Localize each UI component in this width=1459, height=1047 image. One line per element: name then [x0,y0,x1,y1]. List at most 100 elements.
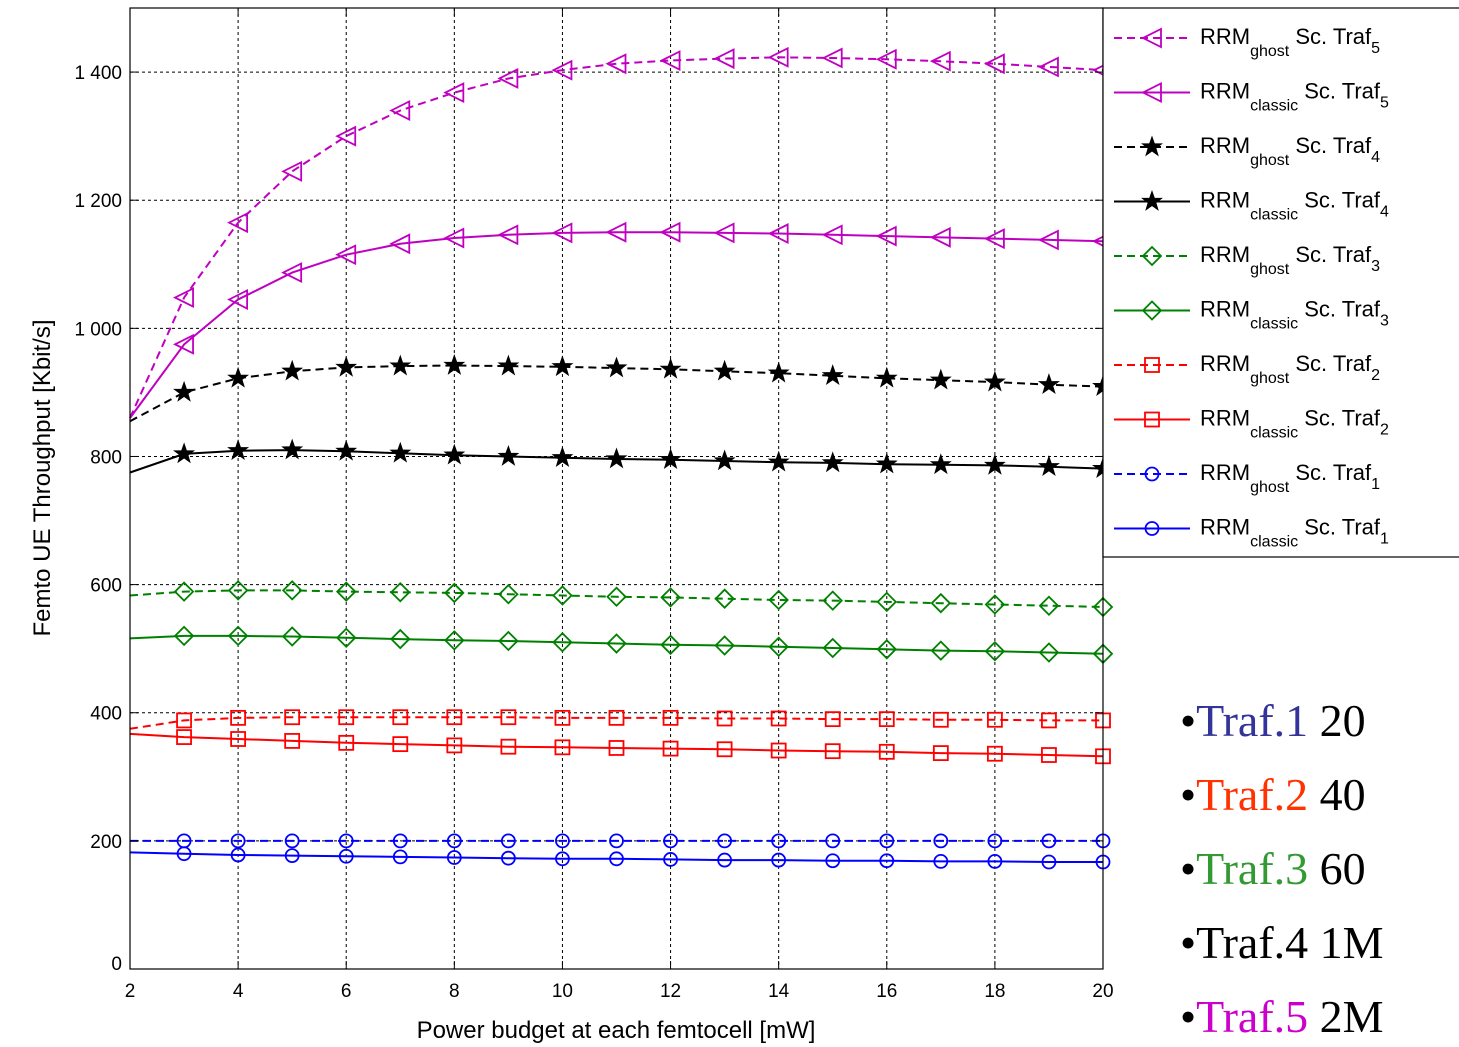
data-point [1141,189,1163,211]
legend-label: RRMclassic Sc. Traf3 [1200,297,1389,333]
data-point [390,582,411,603]
data-point [717,852,733,868]
data-point [713,222,735,244]
data-point [176,712,192,729]
series-line [129,231,1104,419]
data-point [879,853,895,869]
data-point [389,441,412,463]
data-point [1140,27,1162,49]
data-point [551,355,574,377]
data-point [983,453,1006,475]
data-point [767,46,789,68]
data-point [551,446,574,468]
data-point [173,625,195,647]
data-point [281,438,304,460]
data-point [1141,300,1163,321]
data-point [335,627,357,649]
legend-label: RRMghost Sc. Traf4 [1200,133,1380,169]
series-line [129,589,1104,608]
data-point [335,581,357,602]
data-point [227,625,249,647]
legend-label: RRMghost Sc. Traf2 [1200,351,1380,387]
series-line [129,716,1103,730]
data-point [932,745,949,761]
data-point [659,357,682,379]
data-point [930,592,952,614]
legend-label: RRMclassic Sc. Traf4 [1200,188,1389,224]
data-point [230,833,246,849]
data-point [335,355,358,377]
data-point [443,443,466,465]
legend-entry: RRMghost Sc. Traf2 [1114,351,1380,387]
data-point [768,589,789,611]
data-point [555,833,570,849]
legend-label: RRMclassic Sc. Traf1 [1200,515,1389,551]
series-classic-traf-2 [129,729,1111,765]
plot-frame [129,7,1104,970]
data-point [1140,82,1162,103]
data-point [392,736,409,753]
data-point [713,449,736,471]
data-point [714,588,735,609]
data-point [497,68,519,89]
data-point [446,850,462,865]
traffic-annotation: •Traf.1 20 [1180,695,1366,746]
data-point [1144,466,1160,482]
data-point [444,630,465,651]
data-point [176,846,192,862]
data-point [876,639,898,660]
series-classic-traf-1 [129,846,1111,870]
data-point [659,50,681,71]
x-tick-label: 6 [341,981,352,1002]
legend-label: RRMclassic Sc. Traf5 [1200,79,1389,115]
legend-label: RRMghost Sc. Traf5 [1200,24,1380,60]
data-point [659,221,681,243]
data-point [878,743,895,760]
y-tick-label: 1 400 [74,63,122,84]
y-tick-label: 200 [90,832,122,853]
data-point [284,733,301,749]
data-point [173,581,195,602]
legend-entry: RRMclassic Sc. Traf1 [1114,515,1389,551]
legend-entry: RRMghost Sc. Traf3 [1114,242,1380,278]
data-point [933,853,949,869]
data-point [663,852,678,867]
data-point [281,359,304,381]
data-point [878,711,895,728]
data-point [609,851,624,867]
legend-entry: RRMghost Sc. Traf4 [1114,133,1380,169]
data-point [551,59,573,81]
data-point [771,833,787,849]
y-tick-label: 1 200 [74,191,122,212]
data-point [716,741,733,758]
series-ghost-traf-4 [129,353,1114,423]
data-point [500,738,517,755]
data-point [609,833,624,849]
data-point [662,709,679,726]
data-point [173,333,194,355]
x-tick-label: 10 [552,981,573,1002]
legend-label: RRMghost Sc. Traf1 [1200,460,1380,496]
traffic-annotation: •Traf.5 2M [1180,991,1384,1042]
legend-label: RRMghost Sc. Traf3 [1200,242,1380,278]
data-point [497,444,520,466]
series-ghost-traf-3 [129,580,1114,618]
traffic-annotation: •Traf.4 1M [1180,917,1384,968]
legend-entry: RRMclassic Sc. Traf5 [1114,79,1389,115]
data-point [392,849,408,865]
data-point [1141,245,1163,267]
data-point [500,709,517,726]
data-point [554,709,571,726]
data-point [660,587,681,608]
data-point [929,50,951,72]
data-point [389,100,411,121]
series-line [129,56,1104,419]
data-point [822,637,843,659]
data-point [767,223,789,244]
data-point [767,450,790,472]
data-point [554,739,571,756]
data-point [606,633,627,654]
series-line [129,634,1104,655]
data-point [821,47,843,69]
